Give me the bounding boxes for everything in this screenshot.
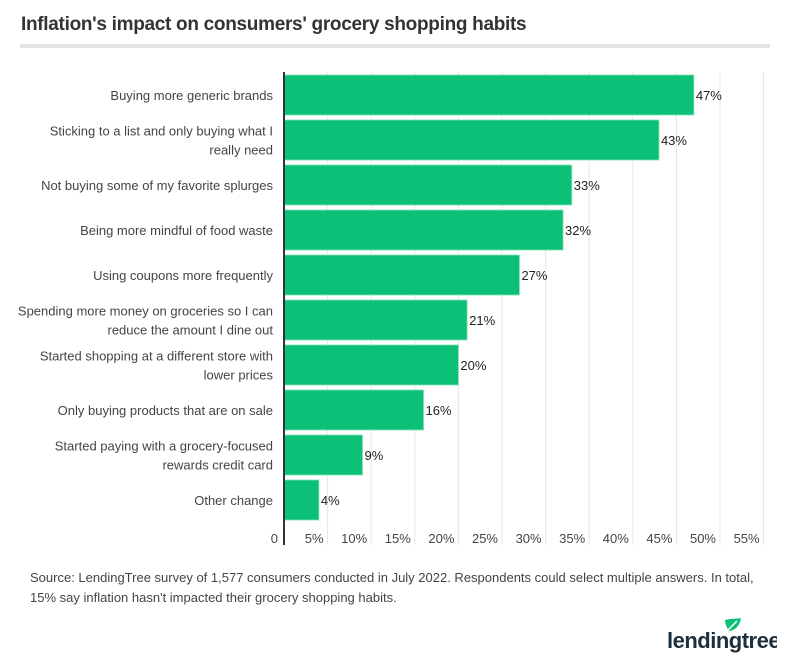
- category-label: reduce the amount I dine out: [107, 323, 273, 338]
- category-label: really need: [209, 143, 273, 158]
- category-label: Using coupons more frequently: [93, 268, 273, 283]
- category-label: Being more mindful of food waste: [80, 223, 273, 238]
- source-note: Source: LendingTree survey of 1,577 cons…: [30, 570, 754, 605]
- x-tick-label: 10%: [341, 531, 367, 546]
- bar: [283, 74, 695, 116]
- bar: [283, 119, 660, 161]
- category-label: Spending more money on groceries so I ca…: [18, 304, 273, 319]
- lendingtree-logo: lendingtree: [667, 618, 777, 653]
- x-tick-label: 55%: [734, 531, 760, 546]
- bar: [283, 164, 573, 206]
- bar: [283, 209, 564, 251]
- data-label: 43%: [661, 133, 687, 148]
- category-label: rewards credit card: [162, 458, 273, 473]
- bar: [283, 344, 459, 386]
- bar: [283, 389, 424, 431]
- data-label: 27%: [521, 268, 547, 283]
- x-tick-label: 25%: [472, 531, 498, 546]
- data-label: 4%: [321, 493, 340, 508]
- svg-text:lendingtree: lendingtree: [667, 628, 777, 653]
- category-label: lower prices: [204, 368, 274, 383]
- category-label: Sticking to a list and only buying what …: [50, 124, 273, 139]
- chart-title: Inflation's impact on consumers' grocery…: [21, 14, 527, 35]
- x-tick-label: 45%: [646, 531, 672, 546]
- data-label: 33%: [574, 178, 600, 193]
- data-label: 47%: [696, 88, 722, 103]
- x-tick-label: 20%: [428, 531, 454, 546]
- x-tick-label: 40%: [603, 531, 629, 546]
- x-tick-label: 15%: [385, 531, 411, 546]
- bar: [283, 479, 320, 521]
- category-label: Started shopping at a different store wi…: [40, 349, 273, 364]
- category-label: Other change: [194, 493, 273, 508]
- bar: [283, 254, 520, 296]
- x-tick-label: 5%: [305, 531, 324, 546]
- bar: [283, 299, 468, 341]
- x-tick-label: 30%: [516, 531, 542, 546]
- data-label: 16%: [426, 403, 452, 418]
- category-label: Only buying products that are on sale: [58, 403, 273, 418]
- category-label: Not buying some of my favorite splurges: [41, 178, 273, 193]
- x-tick-label: 35%: [559, 531, 585, 546]
- x-tick-label: 0: [271, 531, 278, 546]
- data-label: 21%: [469, 313, 495, 328]
- data-label: 32%: [565, 223, 591, 238]
- title-divider: [20, 44, 770, 48]
- data-label: 9%: [364, 448, 383, 463]
- bar: [283, 434, 363, 476]
- data-label: 20%: [460, 358, 486, 373]
- category-label: Started paying with a grocery-focused: [55, 439, 273, 454]
- x-tick-label: 50%: [690, 531, 716, 546]
- category-label: Buying more generic brands: [110, 88, 273, 103]
- bar-chart: 0 5% 10% 15% 20% 25% 30% 35% 40% 45% 50% 55% 47% Buyi…: [18, 72, 765, 546]
